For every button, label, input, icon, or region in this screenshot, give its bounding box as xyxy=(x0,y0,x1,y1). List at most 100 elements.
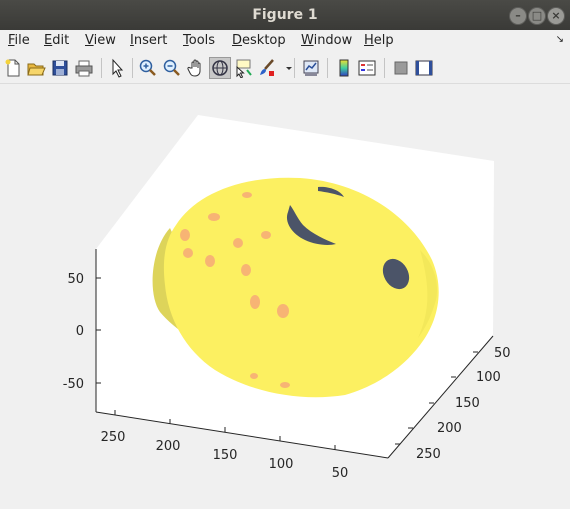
menu-insert[interactable]: Insert xyxy=(130,33,167,48)
menu-window-label: indow xyxy=(313,33,353,48)
maximize-button[interactable]: □ xyxy=(528,7,546,25)
surface-spot xyxy=(233,238,243,248)
menu-view-label: iew xyxy=(93,33,116,48)
hide-plot-tools-icon xyxy=(394,61,408,75)
link-plot-button[interactable] xyxy=(301,58,321,78)
figure-canvas[interactable]: 50 0 -50 250 200 150 100 50 50 100 150 2… xyxy=(0,84,570,505)
dock-arrow-icon[interactable]: ↘ xyxy=(555,34,564,45)
menu-window[interactable]: Window xyxy=(301,33,352,48)
menu-desktop-key: D xyxy=(232,33,243,48)
brush-icon xyxy=(260,59,274,76)
colorbar-icon xyxy=(339,59,349,77)
show-plot-tools-icon xyxy=(415,60,433,76)
menu-tools-key: T xyxy=(183,33,189,48)
axes-3d[interactable]: 50 0 -50 250 200 150 100 50 50 100 150 2… xyxy=(0,84,570,505)
surface-spot xyxy=(250,373,258,379)
brush-button[interactable] xyxy=(257,58,277,78)
menu-tools[interactable]: Tools xyxy=(183,33,215,48)
z-tick-label: -50 xyxy=(63,377,84,392)
menu-help[interactable]: Help xyxy=(364,33,394,48)
pan-button[interactable] xyxy=(186,58,206,78)
menu-desktop[interactable]: Desktop xyxy=(232,33,286,48)
new-figure-button[interactable] xyxy=(3,58,23,78)
surface-eye-left xyxy=(286,205,336,245)
insert-colorbar-button[interactable] xyxy=(334,58,354,78)
x-tick-label: 50 xyxy=(332,466,349,481)
surface-spot xyxy=(205,255,215,267)
x-tick-label: 250 xyxy=(101,430,126,445)
title-bar: Figure 1 – □ × xyxy=(0,0,570,31)
toolbar-separator xyxy=(294,58,295,78)
figure-toolbar xyxy=(0,53,570,84)
toolbar-separator xyxy=(132,58,133,78)
z-ticks: 50 0 -50 xyxy=(63,272,101,392)
zoom-in-button[interactable] xyxy=(138,58,158,78)
rotate-3d-button[interactable] xyxy=(209,57,231,79)
zoom-in-icon xyxy=(139,59,156,76)
surface-spot xyxy=(183,248,193,258)
hide-plot-tools-button[interactable] xyxy=(391,58,411,78)
menu-edit-key: E xyxy=(44,33,53,48)
chevron-down-icon xyxy=(286,67,292,70)
menu-bar: File Edit View Insert Tools Desktop Wind… xyxy=(0,30,570,52)
menu-file-key: F xyxy=(8,33,15,48)
print-button[interactable] xyxy=(74,58,94,78)
maximize-icon: □ xyxy=(531,9,543,22)
legend-icon xyxy=(358,60,376,76)
y-tick-label: 50 xyxy=(494,346,511,361)
y-tick-label: 200 xyxy=(437,421,462,436)
menu-desktop-label: esktop xyxy=(242,33,286,48)
surface-spot xyxy=(241,264,251,276)
menu-help-key: H xyxy=(364,33,374,48)
y-tick-label: 100 xyxy=(476,370,501,385)
save-button[interactable] xyxy=(50,58,70,78)
surface-spot xyxy=(261,231,271,239)
menu-tools-label: ools xyxy=(188,33,216,48)
save-icon xyxy=(52,60,68,76)
rotate-3d-icon xyxy=(212,60,228,76)
surface-spots xyxy=(180,192,290,388)
new-figure-icon xyxy=(5,59,20,77)
close-icon: × xyxy=(551,9,561,22)
print-icon xyxy=(75,60,93,77)
edit-plot-button[interactable] xyxy=(107,58,127,78)
surface-spot xyxy=(180,229,190,241)
insert-legend-button[interactable] xyxy=(357,58,377,78)
surface-spot xyxy=(242,192,252,198)
open-file-button[interactable] xyxy=(26,58,46,78)
x-tick-label: 200 xyxy=(156,439,181,454)
data-cursor-button[interactable] xyxy=(233,58,253,78)
z-tick-label: 0 xyxy=(76,324,84,339)
show-plot-tools-button[interactable] xyxy=(414,58,434,78)
x-axis-line xyxy=(95,411,389,459)
link-plot-icon xyxy=(303,60,319,76)
zoom-out-button[interactable] xyxy=(162,58,182,78)
pan-hand-icon xyxy=(187,59,201,77)
pointer-icon xyxy=(112,58,124,78)
surface-spot xyxy=(250,295,260,309)
y-axis-line xyxy=(387,335,494,459)
toolbar-separator xyxy=(384,58,385,78)
x-tick-label: 150 xyxy=(213,448,238,463)
z-tick-label: 50 xyxy=(67,272,84,287)
minimize-button[interactable]: – xyxy=(509,7,527,25)
surface-spot xyxy=(277,304,289,318)
menu-file[interactable]: File xyxy=(8,33,30,48)
x-ticks: 250 200 150 100 50 xyxy=(101,410,349,481)
menu-edit[interactable]: Edit xyxy=(44,33,69,48)
y-tick-label: 150 xyxy=(455,396,480,411)
menu-window-key: W xyxy=(301,33,314,48)
surface-face xyxy=(163,177,439,398)
close-button[interactable]: × xyxy=(547,7,565,25)
y-ticks: 50 100 150 200 250 xyxy=(395,346,511,462)
open-file-icon xyxy=(27,63,46,76)
menu-view[interactable]: View xyxy=(85,33,116,48)
menu-file-label: ile xyxy=(14,33,30,48)
menu-edit-label: dit xyxy=(52,33,70,48)
brush-dropdown[interactable] xyxy=(279,58,292,78)
surface-eye-top xyxy=(318,186,344,197)
minimize-icon: – xyxy=(515,9,521,22)
x-tick-label: 100 xyxy=(269,457,294,472)
surface-spot xyxy=(208,213,220,221)
window-title: Figure 1 xyxy=(252,7,318,23)
